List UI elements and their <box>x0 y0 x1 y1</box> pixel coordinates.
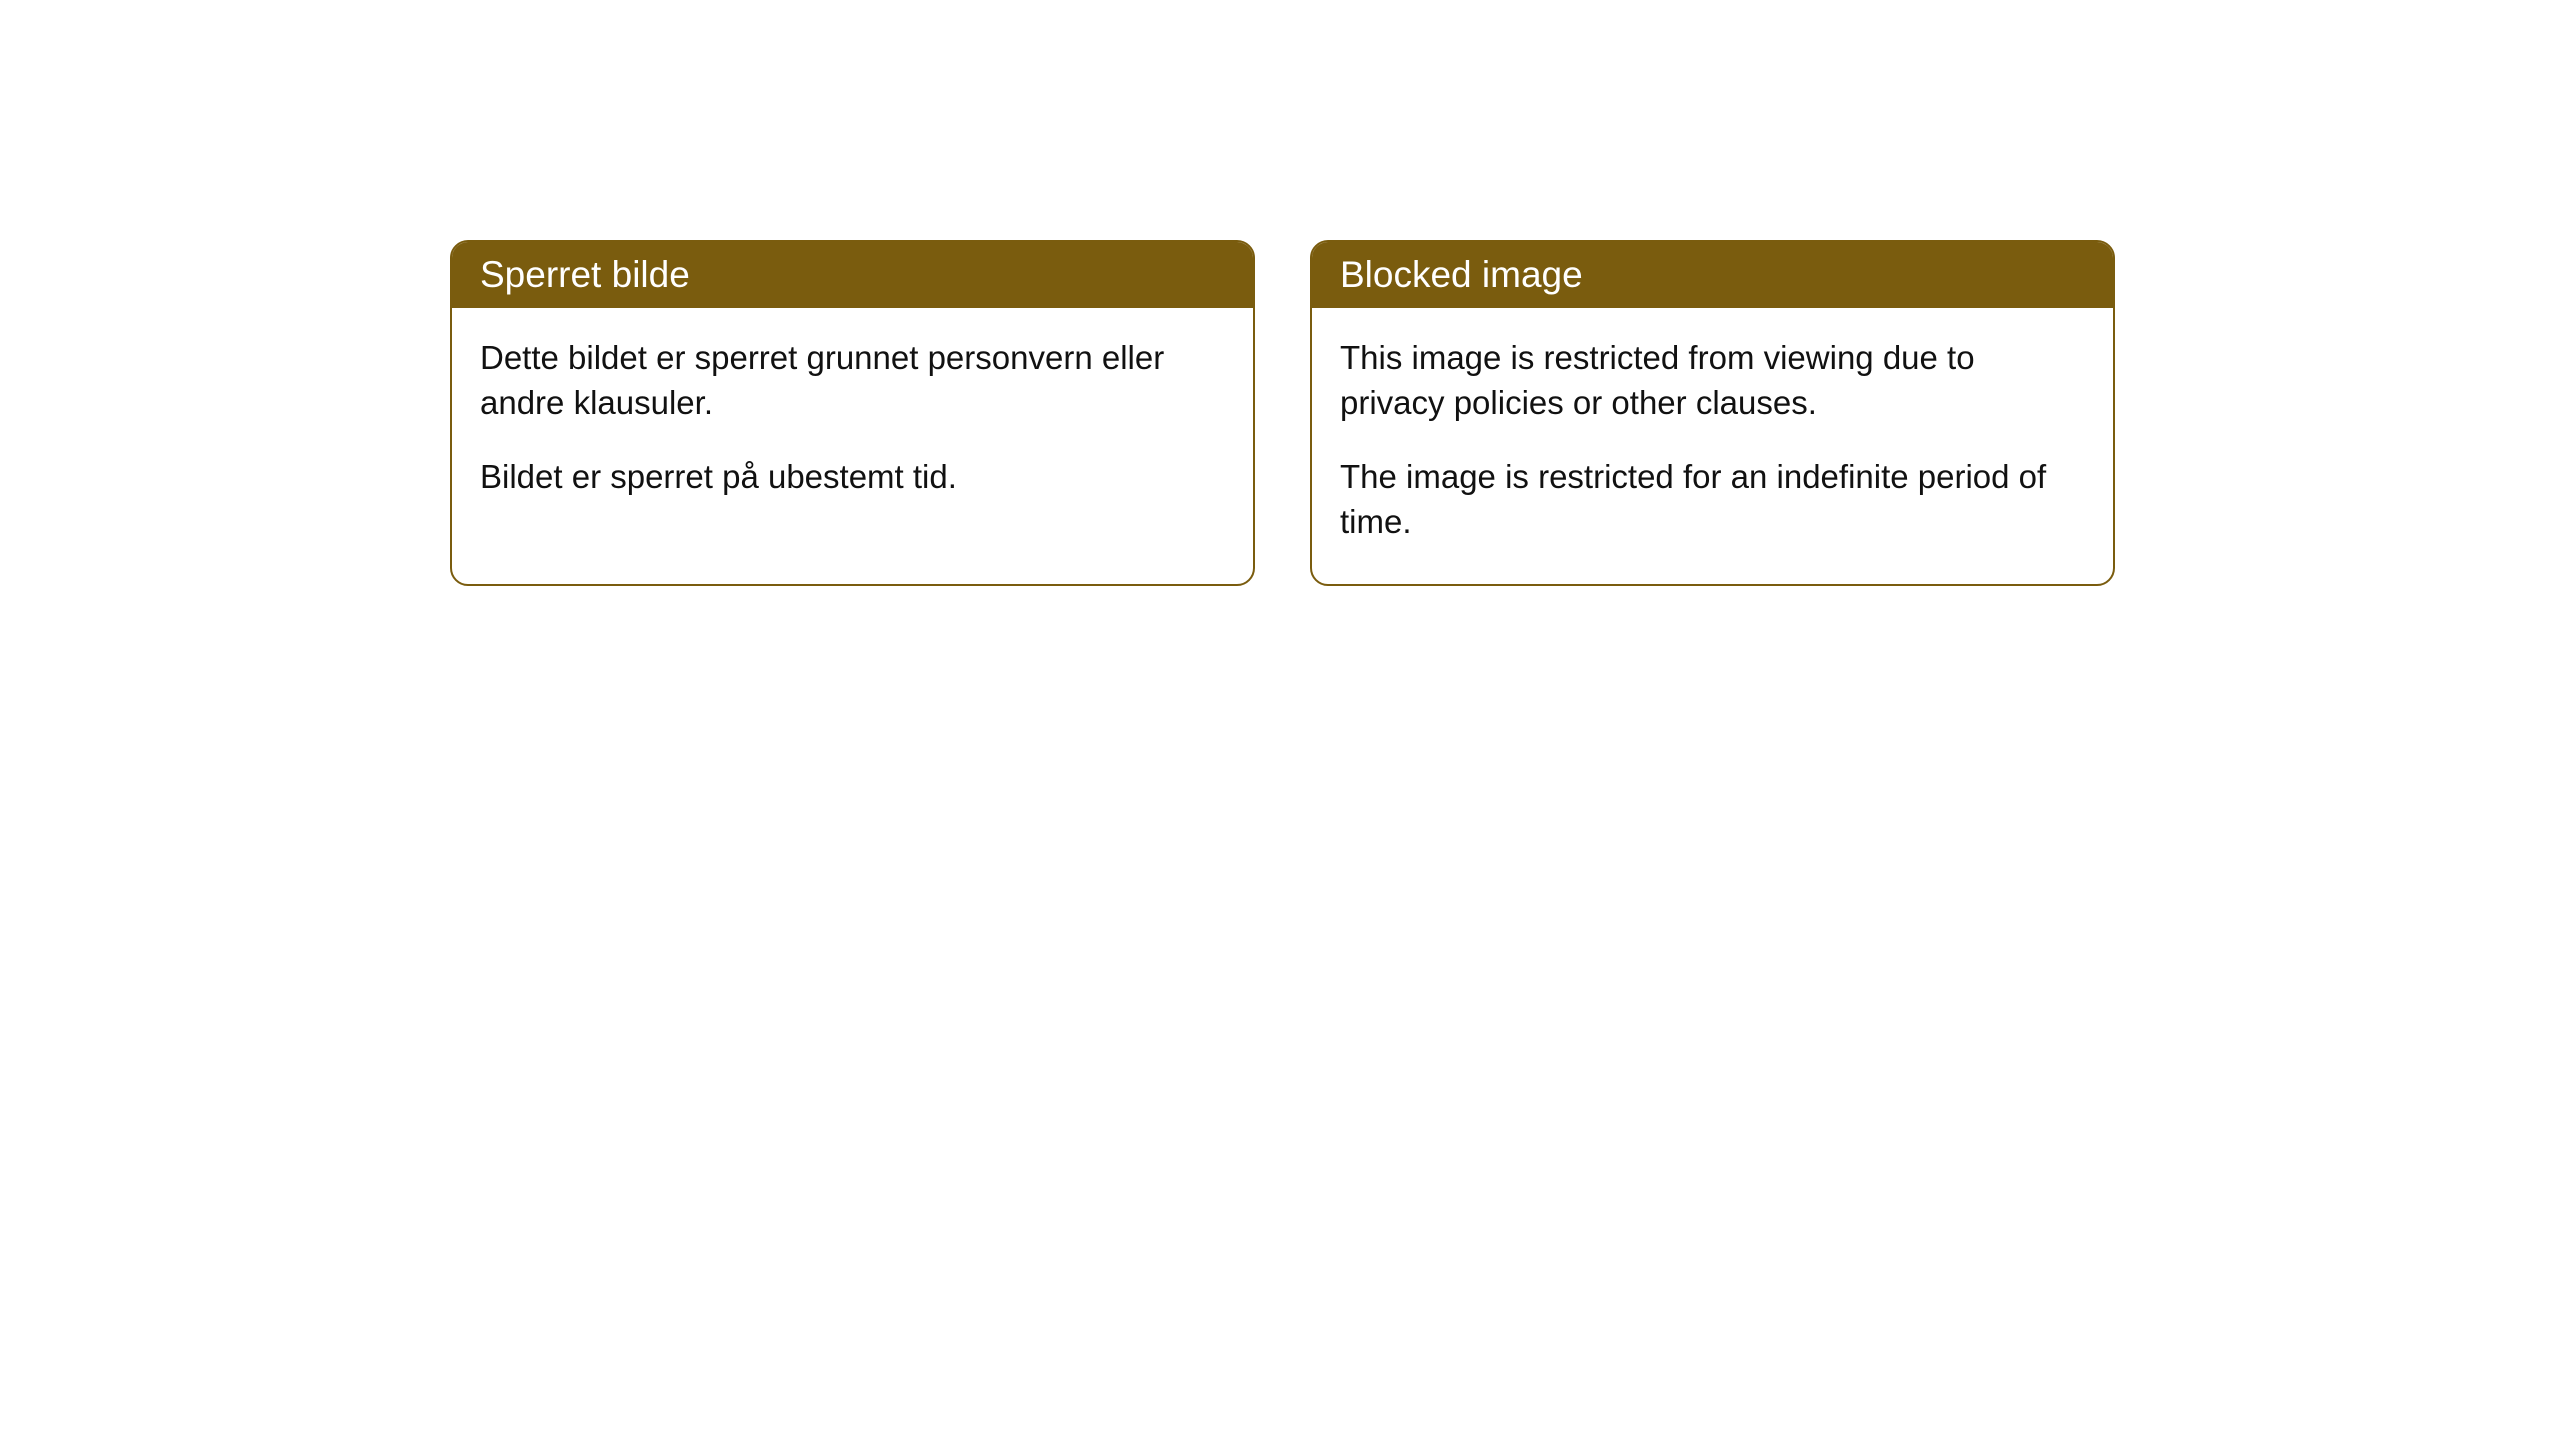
card-header-norwegian: Sperret bilde <box>452 242 1253 308</box>
card-text-english-1: This image is restricted from viewing du… <box>1340 336 2085 425</box>
card-text-english-2: The image is restricted for an indefinit… <box>1340 455 2085 544</box>
cards-container: Sperret bilde Dette bildet er sperret gr… <box>450 240 2115 586</box>
card-body-norwegian: Dette bildet er sperret grunnet personve… <box>452 308 1253 540</box>
card-english: Blocked image This image is restricted f… <box>1310 240 2115 586</box>
card-text-norwegian-1: Dette bildet er sperret grunnet personve… <box>480 336 1225 425</box>
card-header-english: Blocked image <box>1312 242 2113 308</box>
card-text-norwegian-2: Bildet er sperret på ubestemt tid. <box>480 455 1225 500</box>
card-body-english: This image is restricted from viewing du… <box>1312 308 2113 584</box>
card-norwegian: Sperret bilde Dette bildet er sperret gr… <box>450 240 1255 586</box>
